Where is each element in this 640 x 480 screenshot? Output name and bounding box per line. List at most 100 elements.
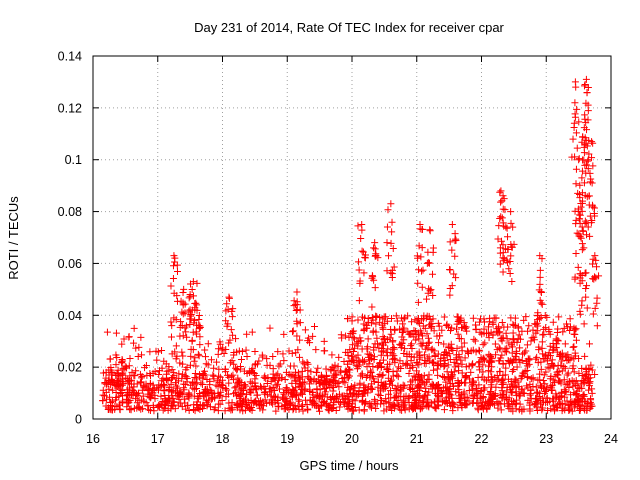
data-point [318,373,326,381]
data-point [504,233,512,241]
data-point [512,399,520,407]
data-point [453,320,461,328]
data-point [344,315,352,323]
data-point [454,330,462,338]
data-point [152,347,160,355]
data-point [191,354,199,362]
data-point [533,389,541,397]
data-point [581,373,589,381]
data-point [566,315,574,323]
data-point [568,153,576,161]
data-point [450,358,458,366]
data-point [534,309,542,317]
data-point [103,328,111,336]
data-point [243,330,251,338]
data-point [236,391,244,399]
axis-ticks [92,55,612,420]
data-point [408,345,416,353]
data-point [362,387,370,395]
data-point [338,375,346,383]
data-point [481,339,489,347]
data-point [168,401,176,409]
data-point [507,357,515,365]
data-point [555,367,563,375]
data-point [214,407,222,415]
data-point [126,355,134,363]
data-point [371,397,379,405]
data-point [454,379,462,387]
data-point [565,383,573,391]
data-point [111,402,119,410]
data-point [307,368,315,376]
data-point [389,368,397,376]
data-point [151,395,159,403]
data-point [419,266,427,274]
data-point [221,407,229,415]
data-point [405,399,413,407]
data-point [499,249,507,257]
data-point [132,395,140,403]
data-point [497,187,505,195]
data-point [173,268,181,276]
data-point [355,297,363,305]
data-point [538,383,546,391]
data-point [414,279,422,287]
data-point [345,372,353,380]
data-point [195,352,203,360]
data-point [279,350,287,358]
data-point [578,223,586,231]
data-point [509,401,517,409]
data-point [586,374,594,382]
data-point [173,352,181,360]
data-point [575,354,583,362]
data-point [367,367,375,375]
data-point [146,407,154,415]
data-point [531,401,539,409]
data-point [263,380,271,388]
data-point [393,389,401,397]
data-point [289,406,297,414]
data-point [216,392,224,400]
data-point [227,326,235,334]
data-point [288,379,296,387]
data-point [376,360,384,368]
data-point [335,383,343,391]
data-point [202,388,210,396]
data-point [569,362,577,370]
data-point [101,392,109,400]
data-point [312,369,320,377]
data-point [190,357,198,365]
data-point [99,369,107,377]
data-point [196,333,204,341]
data-point [107,402,115,410]
data-points [99,75,603,415]
data-point [326,378,334,386]
data-point [130,324,138,332]
data-point [223,322,231,330]
data-point [424,402,432,410]
data-point [454,404,462,412]
data-point [424,396,432,404]
data-point [571,99,579,107]
data-point [292,368,300,376]
data-point [146,394,154,402]
data-point [570,343,578,351]
data-point [584,165,592,173]
data-point [323,399,331,407]
data-point [433,390,441,398]
data-point [397,341,405,349]
data-point [496,188,504,196]
data-point [372,320,380,328]
data-point [535,343,543,351]
data-point [276,360,284,368]
data-point [412,396,420,404]
x-tick-label: 19 [280,432,294,446]
data-point [392,312,400,320]
data-point [550,344,558,352]
data-point [513,350,521,358]
data-point [191,316,199,324]
data-point [119,377,127,385]
data-point [344,393,352,401]
data-point [462,379,470,387]
data-point [195,315,203,323]
